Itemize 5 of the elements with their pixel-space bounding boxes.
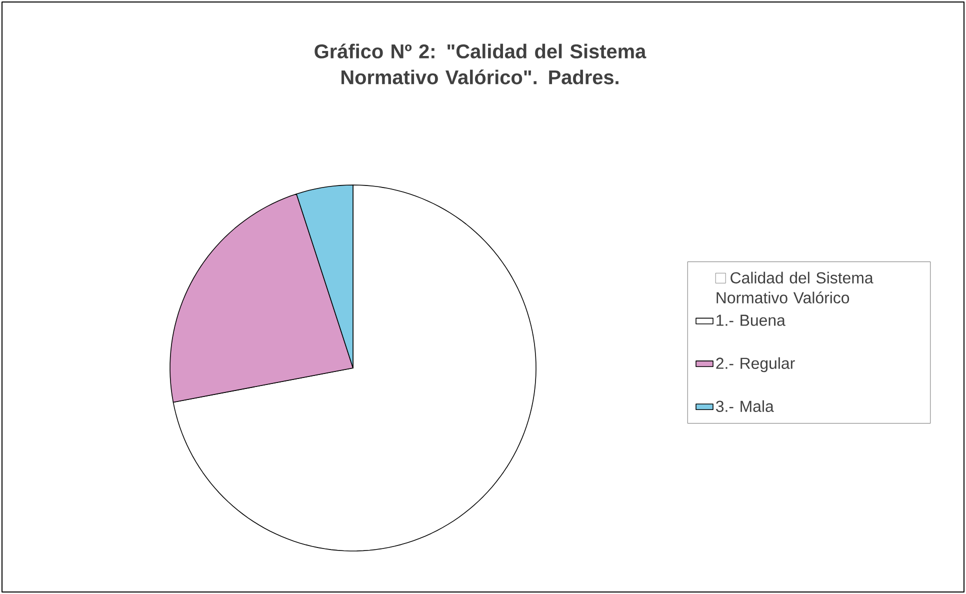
legend-label: 3.- Mala — [716, 400, 774, 412]
legend-title: Calidad del Sistema Normativo Valórico — [716, 272, 874, 304]
chart-title: Gráfico Nº 2: "Calidad del Sistema Normativo Valórico". Padres. — [314, 44, 646, 84]
legend-label: 2.- Regular — [716, 357, 795, 372]
legend-label: 1.- Buena — [716, 314, 786, 326]
